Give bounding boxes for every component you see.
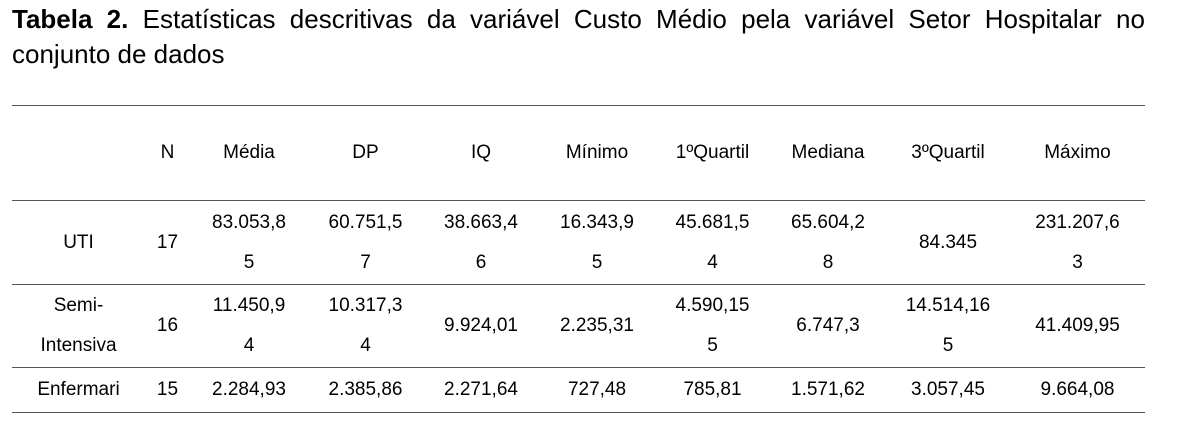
cell-value: 2.235,31 (560, 315, 634, 336)
caption-label: Tabela 2. (12, 4, 129, 34)
header-text: Média (223, 142, 275, 163)
table-cell: 14.514,165 (886, 285, 1010, 368)
table: N Média DP IQ Mínimo 1ºQuartil Mediana 3ºQuarti… (12, 105, 1145, 413)
cell-value: 16 (156, 315, 179, 336)
table-cell: 41.409,95 (1010, 285, 1145, 368)
cell-value: 3.057,45 (911, 379, 985, 400)
header-cell: Média (190, 106, 308, 201)
table-row: UTI 17 83.053,85 60.751,57 38.663,46 16.343,9… (12, 201, 1145, 285)
table-row: Enfermari 15 2.284,93 2.385,86 2.271,64 727,4… (12, 368, 1145, 413)
cell-value: 17 (156, 231, 179, 253)
table-cell: 9.664,08 (1010, 368, 1145, 413)
caption: Tabela 2. Estatísticas descritivas da va… (12, 2, 1145, 72)
table-cell: 6.747,3 (770, 285, 886, 368)
cell-value: 1.571,62 (791, 379, 865, 400)
table-cell: 15 (145, 368, 190, 413)
cell-value: 45.681,54 (675, 211, 750, 273)
table-cell: 45.681,54 (655, 201, 770, 285)
table-body: UTI 17 83.053,85 60.751,57 38.663,46 16.343,9… (12, 201, 1145, 413)
header-cell: 1ºQuartil (655, 106, 770, 201)
cell-value: 83.053,85 (212, 211, 286, 273)
cell-value: 38.663,46 (444, 211, 518, 273)
row-label: UTI (63, 231, 94, 253)
header-text: Máximo (1044, 142, 1111, 163)
header-cell (12, 106, 145, 201)
header-text: Mediana (791, 142, 865, 163)
header-text: 3ºQuartil (911, 142, 985, 163)
cell-value: 9.924,01 (444, 315, 518, 336)
table-cell: 2.284,93 (190, 368, 308, 413)
table-cell: 83.053,85 (190, 201, 308, 285)
cell-value: 9.664,08 (1040, 379, 1115, 400)
table-cell: 38.663,46 (423, 201, 539, 285)
table-cell: 2.385,86 (308, 368, 423, 413)
table-cell: 16.343,95 (539, 201, 655, 285)
table-cell: 60.751,57 (308, 201, 423, 285)
cell-value: 14.514,165 (905, 295, 991, 356)
cell-value: 4.590,155 (675, 295, 750, 356)
cell-value: 785,81 (683, 379, 742, 400)
table-cell: Enfermari (12, 368, 145, 413)
header-text: N (160, 142, 175, 163)
cell-value: 2.284,93 (212, 379, 286, 400)
header-cell: Máximo (1010, 106, 1145, 201)
table-cell: 2.235,31 (539, 285, 655, 368)
table-cell: 727,48 (539, 368, 655, 413)
cell-value: 727,48 (567, 379, 627, 400)
cell-value: 10.317,34 (328, 295, 403, 356)
table-cell: 785,81 (655, 368, 770, 413)
cell-value: 231.207,63 (1035, 211, 1120, 273)
cell-value: 2.271,64 (444, 379, 518, 400)
header-cell: IQ (423, 106, 539, 201)
cell-value: 65.604,28 (791, 211, 865, 273)
header-text: IQ (470, 142, 492, 163)
table-cell: UTI (12, 201, 145, 285)
header-cell: N (145, 106, 190, 201)
table-cell: 1.571,62 (770, 368, 886, 413)
cell-value: 15 (156, 379, 179, 400)
cell-value: 2.385,86 (328, 379, 403, 400)
header-text: Mínimo (565, 142, 629, 163)
table-cell: 11.450,94 (190, 285, 308, 368)
table-cell: 4.590,155 (655, 285, 770, 368)
row-label: Semi-Intensiva (40, 295, 117, 356)
caption-text: Estatísticas descritivas da variável Cus… (12, 4, 1145, 69)
table-cell: 3.057,45 (886, 368, 1010, 413)
header-text: 1ºQuartil (675, 142, 750, 163)
cell-value: 11.450,94 (212, 295, 286, 356)
header-cell: DP (308, 106, 423, 201)
table-cell: 10.317,34 (308, 285, 423, 368)
header-row: N Média DP IQ Mínimo 1ºQuartil Mediana 3ºQuarti… (12, 105, 1145, 201)
header-cell: Mínimo (539, 106, 655, 201)
cell-value: 41.409,95 (1035, 315, 1120, 336)
table-cell: 9.924,01 (423, 285, 539, 368)
cell-value: 16.343,95 (560, 211, 634, 273)
cell-value: 6.747,3 (796, 315, 860, 336)
header-cell: 3ºQuartil (886, 106, 1010, 201)
cell-value: 60.751,57 (328, 211, 403, 273)
table-cell: 17 (145, 201, 190, 285)
header-cell: Mediana (770, 106, 886, 201)
header-text: DP (352, 142, 379, 163)
table-cell: 231.207,63 (1010, 201, 1145, 285)
row-label: Enfermari (37, 379, 120, 400)
table-cell: 65.604,28 (770, 201, 886, 285)
table-row: Semi-Intensiva 16 11.450,94 10.317,34 9.924,… (12, 285, 1145, 368)
table-cell: 84.345 (886, 201, 1010, 285)
table-cell: Semi-Intensiva (12, 285, 145, 368)
cell-value: 84.345 (918, 231, 978, 253)
table-cell: 16 (145, 285, 190, 368)
table-cell: 2.271,64 (423, 368, 539, 413)
